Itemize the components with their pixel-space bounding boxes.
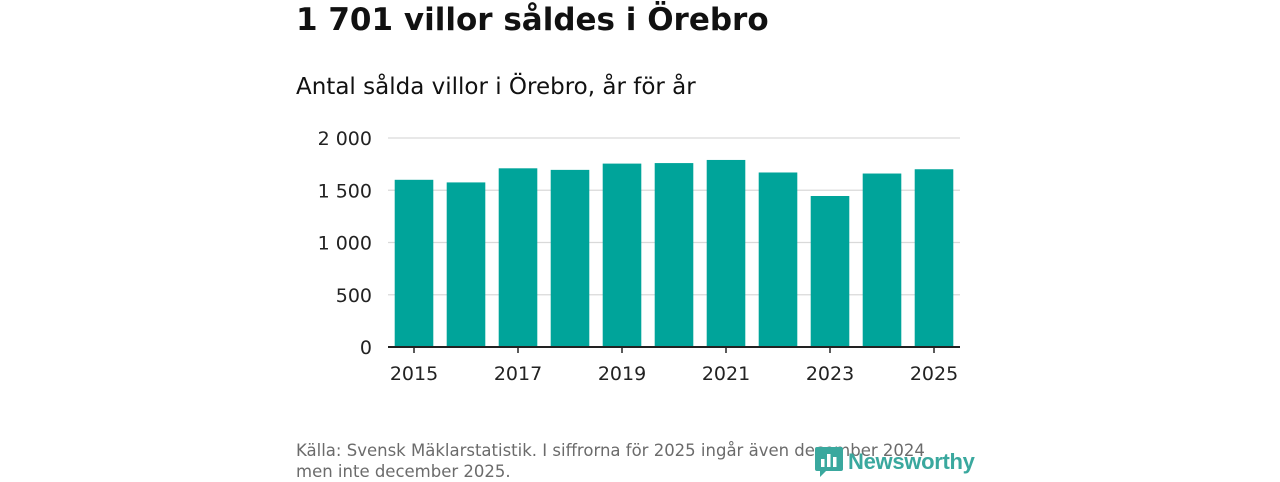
x-tick-label: 2025 bbox=[910, 363, 958, 385]
x-tick-label: 2019 bbox=[598, 363, 646, 385]
x-tick-label: 2015 bbox=[390, 363, 438, 385]
newsworthy-logo: Newsworthy bbox=[814, 444, 975, 480]
bar-2020 bbox=[654, 163, 694, 347]
y-tick-label: 1 000 bbox=[318, 233, 372, 255]
y-tick-label: 500 bbox=[336, 285, 372, 307]
x-tick-label: 2017 bbox=[494, 363, 542, 385]
x-tick-label: 2023 bbox=[806, 363, 854, 385]
bar-2021 bbox=[706, 159, 746, 347]
logo-text: Newsworthy bbox=[848, 449, 975, 474]
axes: 0 500 1 000 1 500 2 000 2015 2017 2019 2021 2023 2… bbox=[318, 128, 960, 385]
bar-2017 bbox=[498, 168, 538, 347]
x-tick-label: 2021 bbox=[702, 363, 750, 385]
y-tick-label: 1 500 bbox=[318, 180, 372, 202]
headline: 1 701 villor såldes i Örebro bbox=[296, 2, 769, 38]
y-tick-label: 0 bbox=[360, 337, 372, 359]
source-note: Källa: Svensk Mäklarstatistik. I siffror… bbox=[296, 441, 925, 481]
bar-chart: 0 500 1 000 1 500 2 000 2015 2017 2019 2021 2023 2… bbox=[318, 128, 960, 385]
bar-2022 bbox=[758, 172, 798, 347]
bar-2015 bbox=[394, 179, 434, 347]
bar-2018 bbox=[550, 169, 590, 347]
bar-2025 bbox=[914, 169, 954, 347]
bar-2016 bbox=[446, 182, 486, 347]
bar-2024 bbox=[862, 173, 902, 347]
bars bbox=[394, 159, 954, 347]
chart-subtitle: Antal sålda villor i Örebro, år för år bbox=[296, 74, 696, 100]
bar-2019 bbox=[602, 163, 642, 347]
newsworthy-logo-icon bbox=[815, 447, 843, 477]
y-tick-label: 2 000 bbox=[318, 128, 372, 150]
bar-2023 bbox=[810, 195, 850, 347]
